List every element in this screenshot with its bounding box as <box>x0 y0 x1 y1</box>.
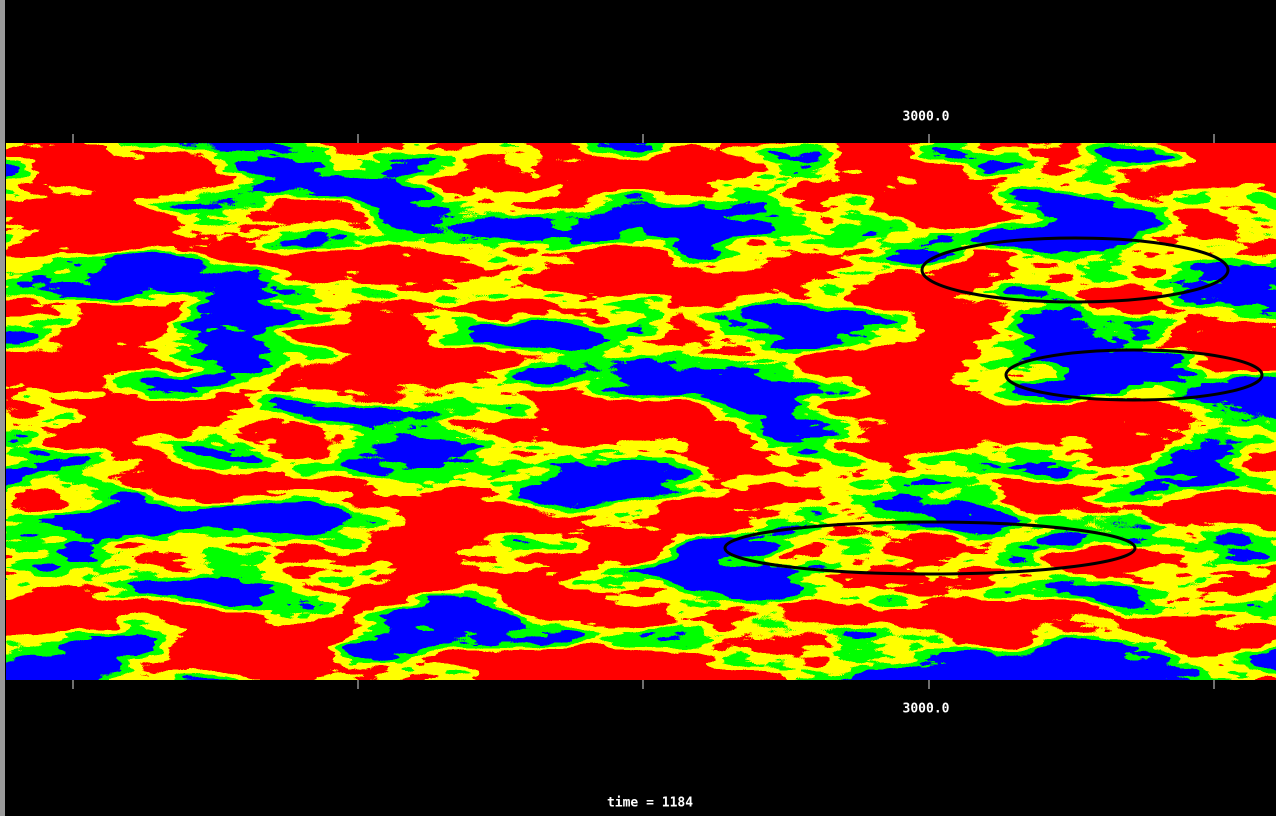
seismic-image <box>6 143 1276 680</box>
time-caption: time = 1184 <box>607 796 693 811</box>
bottom-axis-label: 3000.0 <box>903 702 950 717</box>
top-ticks <box>72 134 1215 143</box>
ellipse <box>723 520 1137 576</box>
ellipse <box>1004 348 1264 402</box>
top-axis-label: 3000.0 <box>903 110 950 125</box>
highlight-ellipses <box>723 236 1264 576</box>
ellipse <box>920 236 1230 304</box>
bottom-ticks <box>72 680 1215 689</box>
left-border <box>0 0 5 816</box>
